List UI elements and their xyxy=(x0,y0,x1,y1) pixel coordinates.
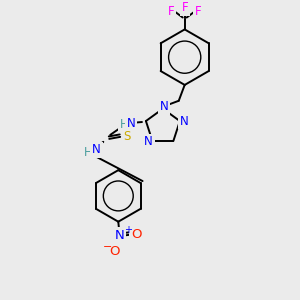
Text: F: F xyxy=(182,1,188,14)
Text: S: S xyxy=(123,130,131,143)
Text: H: H xyxy=(84,146,93,159)
Text: −: − xyxy=(103,242,112,253)
Text: +: + xyxy=(124,225,132,235)
Text: N: N xyxy=(114,229,124,242)
Text: N: N xyxy=(92,143,101,156)
Text: O: O xyxy=(131,228,141,241)
Text: N: N xyxy=(160,100,168,113)
Text: H: H xyxy=(120,118,128,131)
Text: N: N xyxy=(127,116,135,130)
Text: F: F xyxy=(167,5,174,18)
Text: N: N xyxy=(179,115,188,128)
Text: O: O xyxy=(109,245,120,258)
Text: F: F xyxy=(195,5,202,18)
Text: N: N xyxy=(144,136,153,148)
